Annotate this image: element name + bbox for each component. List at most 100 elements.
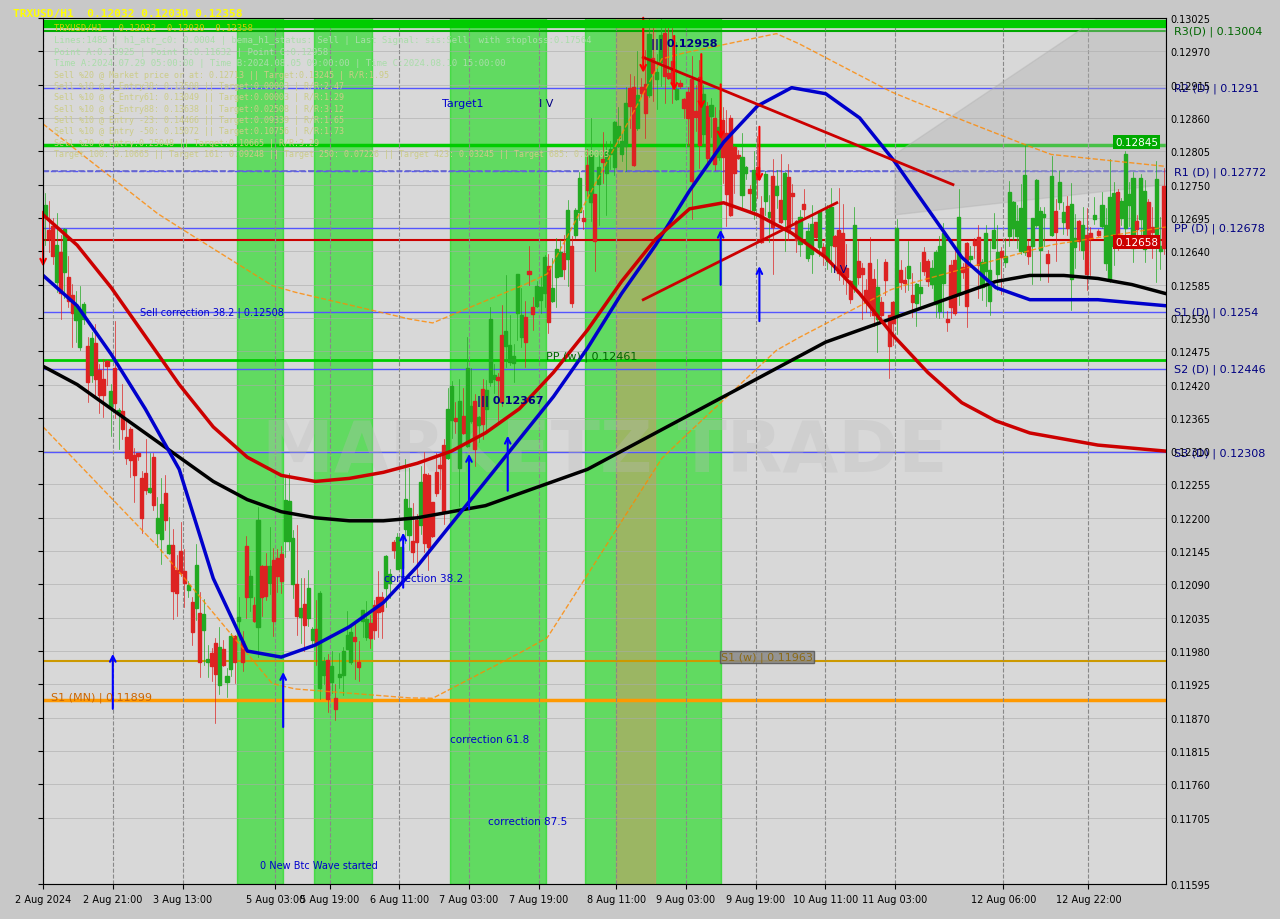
Bar	[1030, 219, 1034, 246]
Bar	[307, 588, 310, 618]
Bar	[365, 618, 367, 637]
Bar	[1101, 206, 1103, 227]
Bar	[675, 90, 677, 99]
Bar	[799, 217, 801, 245]
Bar	[780, 201, 782, 222]
Bar	[1046, 255, 1050, 264]
Bar	[753, 170, 755, 211]
Bar	[229, 637, 233, 669]
Bar	[728, 119, 732, 215]
Bar	[206, 659, 209, 663]
Bar	[74, 307, 78, 321]
Bar	[605, 153, 608, 174]
Bar	[1105, 225, 1107, 264]
Bar	[1007, 193, 1011, 236]
Bar	[292, 539, 294, 584]
Bar	[454, 418, 457, 422]
Text: Target1: Target1	[442, 98, 484, 108]
Bar	[1151, 228, 1153, 233]
Bar	[430, 503, 434, 537]
Text: Sell %10 @ Entry -23: 0.14466 || Target:0.09339 | R/R:1.65: Sell %10 @ Entry -23: 0.14466 || Target:…	[54, 116, 344, 125]
Bar	[814, 222, 817, 238]
Bar	[443, 445, 445, 511]
Bar	[275, 558, 279, 576]
Bar	[841, 233, 845, 276]
Bar	[183, 572, 186, 583]
Bar	[1004, 256, 1007, 262]
Bar	[1155, 179, 1158, 244]
Bar	[996, 253, 998, 275]
Bar	[187, 585, 189, 591]
Bar	[977, 238, 979, 266]
Bar	[709, 106, 713, 117]
Bar	[594, 195, 596, 242]
Bar	[891, 302, 895, 323]
Bar	[315, 630, 317, 643]
Bar	[125, 437, 128, 458]
Bar	[803, 205, 805, 210]
Text: Sell %20 @ Market price or at: 0.12713 || Target:0.13245 | R/R:1.95: Sell %20 @ Market price or at: 0.12713 |…	[54, 71, 389, 80]
Bar	[744, 167, 748, 174]
Bar	[1143, 192, 1146, 250]
Bar	[326, 661, 329, 699]
Bar	[466, 369, 468, 447]
Bar	[856, 262, 860, 278]
Bar	[462, 416, 465, 434]
Bar	[598, 168, 600, 186]
Bar	[512, 357, 515, 363]
Bar	[1050, 176, 1053, 236]
Bar	[655, 73, 658, 79]
Bar	[141, 478, 143, 518]
Bar	[969, 256, 972, 260]
Text: I V: I V	[833, 266, 847, 275]
Bar	[470, 406, 472, 422]
Bar	[1124, 155, 1126, 229]
Bar	[458, 402, 461, 469]
Bar	[353, 638, 356, 641]
Bar	[101, 380, 105, 395]
Bar	[833, 237, 836, 246]
Bar	[783, 174, 786, 220]
Text: R3(D) | 0.13004: R3(D) | 0.13004	[1174, 27, 1262, 37]
Bar	[1082, 225, 1084, 251]
Bar	[105, 362, 109, 367]
Bar	[1093, 216, 1096, 220]
Bar	[736, 156, 740, 159]
Bar	[1023, 176, 1027, 253]
Bar	[671, 62, 673, 84]
Text: 0.12845: 0.12845	[1115, 138, 1158, 148]
Bar	[415, 520, 419, 542]
Bar	[296, 584, 298, 617]
Polygon shape	[895, 0, 1166, 216]
Bar	[547, 267, 550, 323]
Bar	[500, 335, 503, 403]
Bar	[566, 210, 570, 260]
Bar	[407, 508, 411, 536]
Bar	[248, 576, 252, 597]
Bar	[787, 177, 790, 231]
Bar	[535, 287, 539, 307]
Bar	[625, 104, 627, 147]
Bar	[218, 647, 221, 685]
Bar	[795, 221, 797, 241]
Bar	[256, 520, 260, 628]
Bar	[164, 494, 166, 521]
Bar	[55, 245, 58, 282]
Bar	[961, 267, 964, 273]
Bar	[508, 346, 511, 362]
Bar	[628, 89, 631, 107]
Text: 0.12658: 0.12658	[1115, 238, 1158, 248]
Bar	[1015, 221, 1019, 237]
Bar	[1011, 202, 1015, 229]
Text: Sell %10 @ C_Entry38: 0.12508 || Target:0.00003 | R/R:2.47: Sell %10 @ C_Entry38: 0.12508 || Target:…	[54, 82, 344, 91]
Bar	[156, 518, 159, 534]
Text: Sell %20 @ Entry:0.25048 || Target:0.10665 | R/R:3.29: Sell %20 @ Entry:0.25048 || Target:0.106…	[54, 139, 319, 147]
Bar	[527, 272, 531, 275]
Bar	[288, 501, 291, 541]
Bar	[346, 635, 348, 650]
Bar	[837, 231, 840, 274]
Text: correction 87.5: correction 87.5	[489, 816, 567, 826]
Bar	[740, 158, 744, 197]
Bar	[516, 275, 518, 313]
Bar	[1053, 211, 1057, 233]
